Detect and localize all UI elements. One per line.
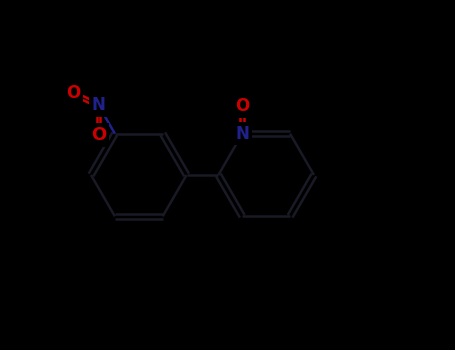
- Text: N: N: [91, 96, 106, 114]
- Text: N: N: [235, 125, 249, 143]
- Text: O: O: [66, 84, 80, 103]
- Text: O: O: [235, 97, 249, 116]
- Text: O: O: [91, 126, 106, 144]
